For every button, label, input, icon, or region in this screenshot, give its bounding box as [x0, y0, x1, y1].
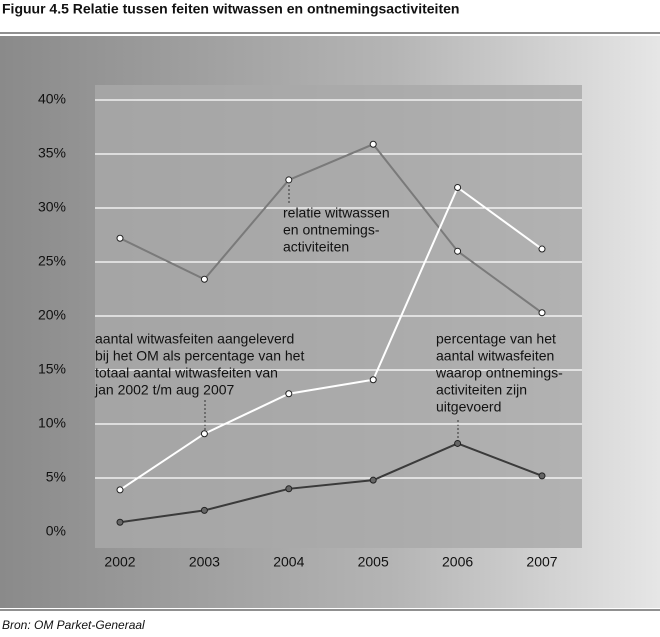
point: [200, 430, 208, 438]
series-label: aantal witwasfeiten aangeleverd: [95, 331, 294, 347]
point: [285, 485, 293, 493]
point: [454, 183, 462, 191]
point: [538, 309, 546, 317]
y-tick-label: 5%: [46, 469, 66, 485]
point: [538, 472, 546, 480]
x-tick-label: 2003: [189, 554, 220, 570]
series-label: uitgevoerd: [436, 399, 501, 415]
point: [200, 506, 208, 514]
point: [116, 518, 124, 526]
x-tick-label: 2004: [273, 554, 304, 570]
series-label: activiteiten: [283, 239, 349, 255]
x-tick-label: 2002: [104, 554, 135, 570]
y-tick-label: 15%: [38, 361, 66, 377]
series-label: bij het OM als percentage van het: [95, 348, 304, 364]
y-tick-label: 40%: [38, 91, 66, 107]
source: Bron: OM Parket-Generaal: [2, 618, 145, 632]
point: [369, 376, 377, 384]
point: [285, 176, 293, 184]
series-label: aantal witwasfeiten: [436, 348, 554, 364]
y-tick-label: 30%: [38, 199, 66, 215]
chart-title: Figuur 4.5 Relatie tussen feiten witwass…: [2, 1, 459, 17]
series-label: relatie witwassen: [283, 205, 390, 221]
point: [285, 390, 293, 398]
y-tick-label: 10%: [38, 415, 66, 431]
series-label: jan 2002 t/m aug 2007: [94, 382, 235, 398]
series-label: totaal aantal witwasfeiten van: [95, 365, 278, 381]
series-line: [119, 143, 543, 314]
y-tick-label: 25%: [38, 253, 66, 269]
x-tick-label: 2007: [526, 554, 557, 570]
x-tick-label: 2006: [442, 554, 473, 570]
series-line: [119, 185, 543, 491]
point: [454, 439, 462, 447]
series-label: activiteiten zijn: [436, 382, 527, 398]
series-label: en ontnemings-: [283, 222, 380, 238]
point: [369, 476, 377, 484]
point: [116, 486, 124, 494]
series-label: waarop ontnemings-: [435, 365, 563, 381]
y-tick-label: 0%: [46, 523, 66, 539]
series-line: [119, 442, 543, 524]
point: [538, 245, 546, 253]
point: [200, 275, 208, 283]
point: [116, 234, 124, 242]
series-label: percentage van het: [436, 331, 556, 347]
x-tick-label: 2005: [358, 554, 389, 570]
point: [454, 247, 462, 255]
y-tick-label: 20%: [38, 307, 66, 323]
point: [369, 140, 377, 148]
y-tick-label: 35%: [38, 145, 66, 161]
